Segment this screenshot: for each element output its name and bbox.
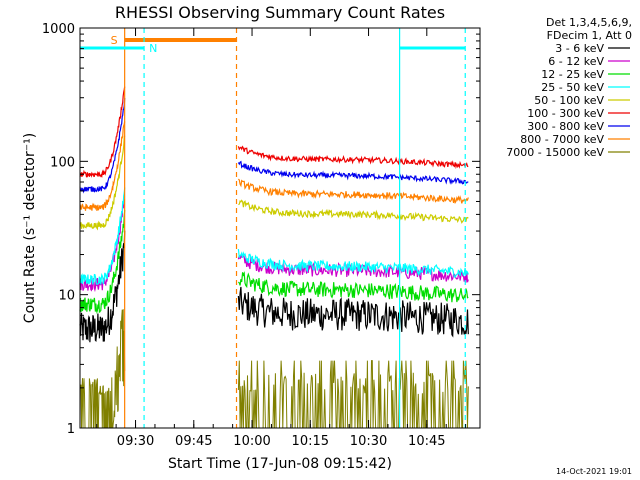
plot-frame [79, 27, 481, 429]
annotation-layer: SN [80, 28, 466, 428]
legend-label-800-7000kev: 800 - 7000 keV [520, 133, 604, 146]
series-800-7000kev [79, 121, 469, 211]
y-axis-label: Count Rate (s⁻¹ detector⁻¹) [22, 133, 38, 323]
x-tick-label-1030: 10:30 [350, 434, 387, 449]
axis-layer: 09:30 09:45 10:00 10:15 10:30 10:45 1 10 100 1000 [42, 22, 480, 449]
series-300-800kev [79, 97, 469, 194]
series-25-50kev [79, 187, 469, 285]
x-tick-label-1000: 10:00 [233, 434, 270, 449]
x-tick-label-0930: 09:30 [117, 434, 154, 449]
y-tick-label-1: 1 [67, 422, 75, 437]
legend-label-300-800kev: 300 - 800 keV [527, 120, 604, 133]
legend-label-6-12kev: 6 - 12 keV [548, 55, 604, 68]
y-tick-label-1000: 1000 [42, 22, 75, 37]
legend-label-12-25kev: 12 - 25 keV [541, 68, 604, 81]
x-tick-label-1045: 10:45 [408, 434, 445, 449]
legend-label-3-6kev: 3 - 6 keV [555, 42, 604, 55]
legend: Det 1,3,4,5,6,9, FDecim 1, Att 0 3 - 6 k… [506, 16, 632, 159]
series-50-100kev [79, 135, 469, 231]
series-100-300kev [79, 86, 469, 179]
y-tick-label-100: 100 [50, 155, 75, 170]
legend-header-line-2: FDecim 1, Att 0 [547, 29, 632, 42]
y-tick-label-10: 10 [58, 289, 75, 304]
chart-title: RHESSI Observing Summary Count Rates [115, 3, 445, 22]
legend-label-7000-15000kev: 7000 - 15000 keV [506, 146, 604, 159]
legend-label-50-100kev: 50 - 100 keV [534, 94, 604, 107]
data-layer [79, 86, 469, 429]
legend-label-100-300kev: 100 - 300 keV [527, 107, 604, 120]
night-label: N [149, 42, 157, 55]
series-3-6kev [79, 230, 469, 343]
legend-header-line-1: Det 1,3,4,5,6,9, [546, 16, 632, 29]
series-12-25kev [79, 209, 469, 314]
saa-label: S [111, 34, 118, 47]
legend-label-25-50kev: 25 - 50 keV [541, 81, 604, 94]
x-tick-label-0945: 09:45 [175, 434, 212, 449]
x-tick-label-1015: 10:15 [292, 434, 329, 449]
x-axis-label: Start Time (17-Jun-08 09:15:42) [168, 456, 392, 472]
render-timestamp: 14-Oct-2021 19:01 [556, 467, 632, 476]
series-7000-15000kev [79, 309, 469, 429]
